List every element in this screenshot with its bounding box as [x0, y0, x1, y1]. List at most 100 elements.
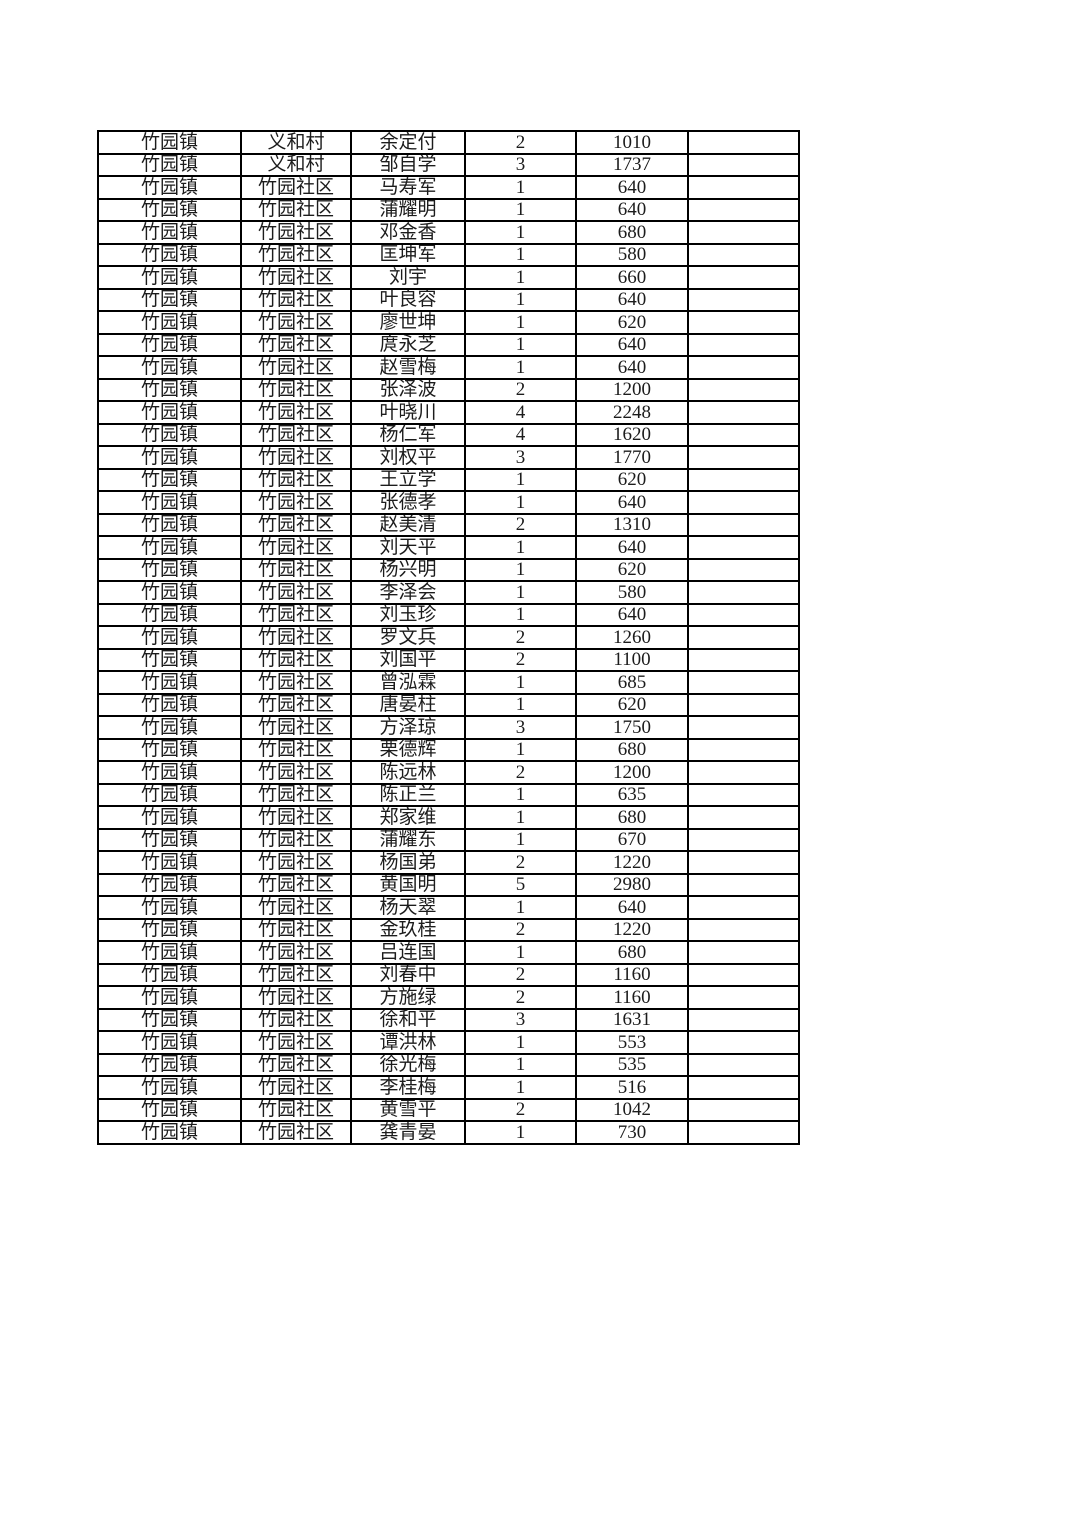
cell-blank — [687, 895, 800, 920]
cell-count: 3 — [464, 715, 577, 740]
cell-town: 竹园镇 — [97, 940, 242, 965]
cell-amount: 1220 — [575, 917, 689, 942]
table-row: 竹园镇 竹园社区 刘春中 2 1160 — [97, 962, 800, 987]
cell-blank — [687, 265, 800, 290]
cell-count: 1 — [464, 827, 577, 852]
cell-person-name: 黄国明 — [350, 872, 466, 897]
cell-blank — [687, 1030, 800, 1055]
table-row: 竹园镇 竹园社区 龚青晏 1 730 — [97, 1120, 800, 1145]
cell-blank — [687, 715, 800, 740]
cell-count: 1 — [464, 895, 577, 920]
cell-amount: 580 — [575, 242, 689, 267]
cell-person-name: 赵雪梅 — [350, 355, 466, 380]
cell-village: 竹园社区 — [240, 332, 352, 357]
cell-town: 竹园镇 — [97, 782, 242, 807]
cell-town: 竹园镇 — [97, 602, 242, 627]
cell-village: 竹园社区 — [240, 872, 352, 897]
cell-town: 竹园镇 — [97, 805, 242, 830]
cell-person-name: 徐光梅 — [350, 1052, 466, 1077]
table-row: 竹园镇 竹园社区 徐和平 3 1631 — [97, 1007, 800, 1032]
cell-village: 竹园社区 — [240, 1030, 352, 1055]
cell-count: 1 — [464, 197, 577, 222]
cell-blank — [687, 917, 800, 942]
payment-table: 竹园镇 义和村 余定付 2 1010 竹园镇 义和村 邹自学 3 1737 竹园… — [97, 130, 800, 1145]
cell-village: 竹园社区 — [240, 1120, 352, 1145]
cell-person-name: 刘国平 — [350, 647, 466, 672]
cell-blank — [687, 242, 800, 267]
cell-person-name: 叶晓川 — [350, 400, 466, 425]
cell-amount: 516 — [575, 1075, 689, 1100]
cell-blank — [687, 512, 800, 537]
cell-village: 竹园社区 — [240, 1052, 352, 1077]
cell-village: 竹园社区 — [240, 400, 352, 425]
cell-amount: 680 — [575, 220, 689, 245]
cell-village: 竹园社区 — [240, 310, 352, 335]
table-row: 竹园镇 竹园社区 陈正兰 1 635 — [97, 782, 800, 807]
table-row: 竹园镇 竹园社区 张泽波 2 1200 — [97, 377, 800, 402]
cell-count: 1 — [464, 1052, 577, 1077]
cell-amount: 640 — [575, 287, 689, 312]
cell-amount: 1042 — [575, 1097, 689, 1122]
cell-amount: 1160 — [575, 962, 689, 987]
cell-person-name: 唐晏柱 — [350, 692, 466, 717]
cell-count: 2 — [464, 130, 577, 155]
cell-count: 1 — [464, 242, 577, 267]
cell-town: 竹园镇 — [97, 445, 242, 470]
table-row: 竹园镇 竹园社区 匡坤军 1 580 — [97, 242, 800, 267]
table-row: 竹园镇 义和村 邹自学 3 1737 — [97, 152, 800, 177]
table-row: 竹园镇 义和村 余定付 2 1010 — [97, 130, 800, 155]
cell-blank — [687, 310, 800, 335]
table-row: 竹园镇 竹园社区 杨兴明 1 620 — [97, 557, 800, 582]
table-row: 竹园镇 竹园社区 马寿军 1 640 — [97, 175, 800, 200]
cell-town: 竹园镇 — [97, 535, 242, 560]
table-row: 竹园镇 竹园社区 赵美清 2 1310 — [97, 512, 800, 537]
cell-village: 竹园社区 — [240, 647, 352, 672]
cell-count: 1 — [464, 1120, 577, 1145]
cell-town: 竹园镇 — [97, 737, 242, 762]
cell-village: 义和村 — [240, 130, 352, 155]
cell-person-name: 刘权平 — [350, 445, 466, 470]
cell-town: 竹园镇 — [97, 580, 242, 605]
cell-town: 竹园镇 — [97, 490, 242, 515]
cell-count: 1 — [464, 940, 577, 965]
cell-village: 竹园社区 — [240, 850, 352, 875]
cell-person-name: 张泽波 — [350, 377, 466, 402]
cell-town: 竹园镇 — [97, 265, 242, 290]
cell-person-name: 金玖桂 — [350, 917, 466, 942]
cell-village: 竹园社区 — [240, 917, 352, 942]
cell-amount: 640 — [575, 175, 689, 200]
table-row: 竹园镇 竹园社区 杨国弟 2 1220 — [97, 850, 800, 875]
table-row: 竹园镇 竹园社区 杨仁军 4 1620 — [97, 422, 800, 447]
cell-blank — [687, 692, 800, 717]
cell-count: 4 — [464, 422, 577, 447]
cell-village: 竹园社区 — [240, 580, 352, 605]
table-row: 竹园镇 竹园社区 赵雪梅 1 640 — [97, 355, 800, 380]
cell-village: 竹园社区 — [240, 737, 352, 762]
cell-village: 竹园社区 — [240, 1075, 352, 1100]
cell-person-name: 刘天平 — [350, 535, 466, 560]
cell-count: 5 — [464, 872, 577, 897]
cell-count: 1 — [464, 265, 577, 290]
cell-amount: 1160 — [575, 985, 689, 1010]
cell-amount: 1310 — [575, 512, 689, 537]
cell-blank — [687, 422, 800, 447]
cell-count: 2 — [464, 1097, 577, 1122]
table-container: 竹园镇 义和村 余定付 2 1010 竹园镇 义和村 邹自学 3 1737 竹园… — [97, 130, 800, 1145]
table-row: 竹园镇 竹园社区 曾泓霖 1 685 — [97, 670, 800, 695]
cell-person-name: 马寿军 — [350, 175, 466, 200]
cell-count: 2 — [464, 850, 577, 875]
table-row: 竹园镇 竹园社区 方施绿 2 1160 — [97, 985, 800, 1010]
cell-amount: 535 — [575, 1052, 689, 1077]
cell-count: 3 — [464, 152, 577, 177]
table-row: 竹园镇 竹园社区 王立学 1 620 — [97, 467, 800, 492]
cell-blank — [687, 445, 800, 470]
cell-count: 1 — [464, 287, 577, 312]
cell-blank — [687, 490, 800, 515]
cell-village: 义和村 — [240, 152, 352, 177]
cell-count: 1 — [464, 557, 577, 582]
table-row: 竹园镇 竹园社区 刘天平 1 640 — [97, 535, 800, 560]
cell-town: 竹园镇 — [97, 175, 242, 200]
cell-town: 竹园镇 — [97, 872, 242, 897]
cell-count: 2 — [464, 512, 577, 537]
cell-person-name: 谭洪林 — [350, 1030, 466, 1055]
